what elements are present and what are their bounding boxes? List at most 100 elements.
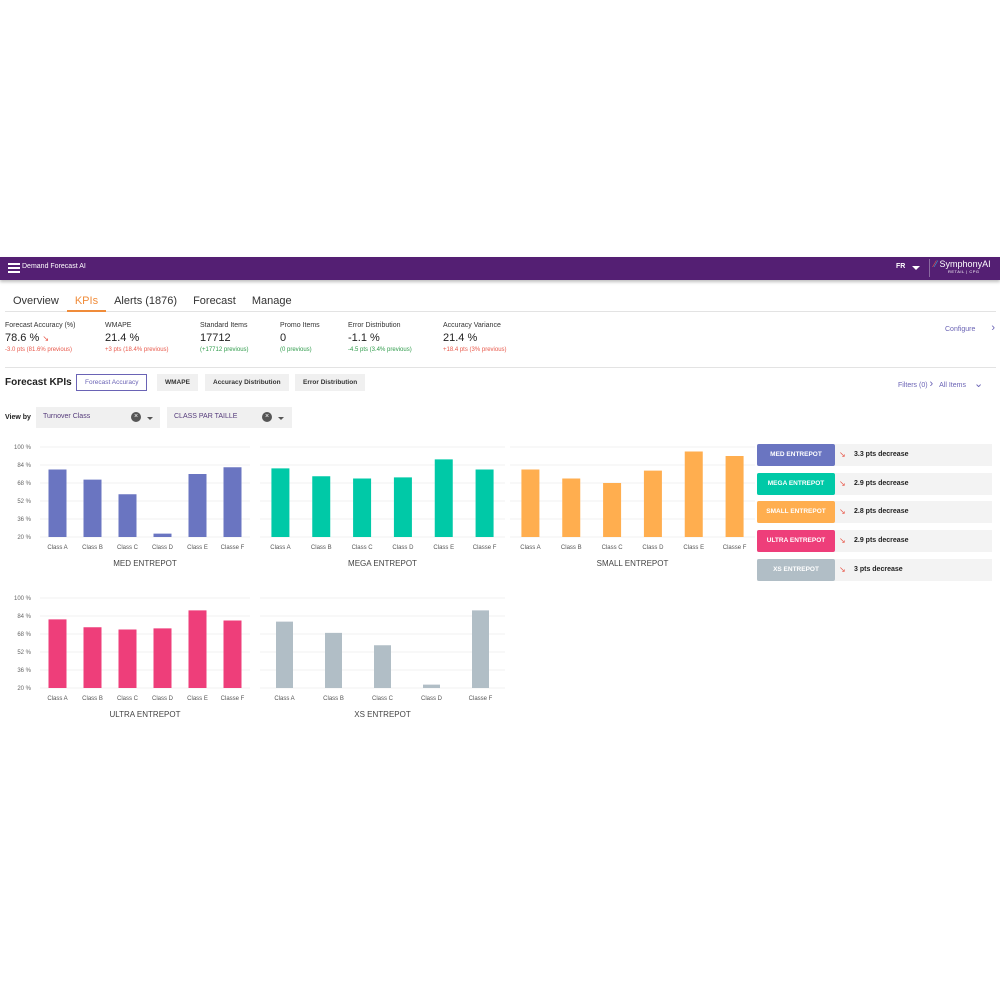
- bar[interactable]: [276, 621, 293, 688]
- kpi-card: WMAPE 21.4 % +3 pts (18.4% previous): [105, 322, 169, 353]
- bar-chart: Class A Class B Class C Class D Classe F XS E…: [260, 597, 505, 719]
- bar[interactable]: [83, 627, 102, 688]
- x-tick-label: Class A: [520, 545, 540, 551]
- x-tick-label: Class A: [47, 696, 67, 702]
- bar[interactable]: [684, 451, 703, 538]
- turnover-class-select[interactable]: Turnover Class ×: [36, 407, 160, 428]
- bar[interactable]: [325, 632, 342, 688]
- error-distribution-button[interactable]: Error Distribution: [295, 374, 366, 391]
- x-tick-label: Class C: [602, 545, 624, 551]
- bar[interactable]: [48, 619, 67, 688]
- chart-title: MED ENTREPOT: [113, 559, 177, 568]
- dropdown-arrow-icon[interactable]: [147, 417, 153, 420]
- tab-manage[interactable]: Manage: [251, 295, 292, 307]
- bar[interactable]: [472, 610, 489, 688]
- x-tick-label: Class D: [152, 545, 174, 551]
- app-title: Demand Forecast AI: [22, 263, 86, 270]
- kpi-label: Promo Items: [280, 322, 320, 329]
- clear-icon[interactable]: ×: [262, 412, 272, 422]
- y-tick-label: 68 %: [17, 632, 31, 638]
- bar[interactable]: [188, 610, 207, 688]
- bar[interactable]: [434, 459, 453, 537]
- tab-overview[interactable]: Overview: [13, 295, 59, 307]
- bar[interactable]: [271, 468, 290, 537]
- x-tick-label: Class D: [421, 696, 443, 702]
- bar[interactable]: [312, 476, 331, 537]
- y-tick-label: 52 %: [17, 650, 31, 656]
- legend-item[interactable]: SMALL ENTREPOT ↘ 2.8 pts decrease: [757, 501, 992, 523]
- chevron-right-icon[interactable]: ›: [929, 378, 934, 390]
- bar[interactable]: [725, 456, 744, 537]
- kpi-delta: +18.4 pts (3% previous): [443, 347, 507, 353]
- legend-item[interactable]: MEGA ENTREPOT ↘ 2.9 pts decrease: [757, 473, 992, 495]
- forecast-accuracy-button[interactable]: Forecast Accuracy: [76, 374, 148, 391]
- bar[interactable]: [223, 467, 242, 537]
- legend-item[interactable]: ULTRA ENTREPOT ↘ 2.9 pts decrease: [757, 530, 992, 552]
- bar[interactable]: [521, 469, 540, 538]
- symphonyai-logo: ⁄⁄ SymphonyAI RETAIL | CPG: [934, 259, 991, 274]
- legend-badge: XS ENTREPOT: [757, 559, 835, 581]
- trend-down-icon: ↘: [839, 536, 846, 545]
- bar-chart: 20 % 36 % 52 % 68 % 84 % 100 % Class A Class B C…: [14, 445, 250, 568]
- bar[interactable]: [374, 645, 391, 688]
- bar[interactable]: [188, 474, 207, 537]
- configure-label: Configure: [945, 326, 976, 333]
- wmape-button[interactable]: WMAPE: [157, 374, 198, 391]
- class-par-taille-select[interactable]: CLASS PAR TAILLE ×: [167, 407, 292, 428]
- tab-kpis[interactable]: KPIs: [66, 292, 107, 312]
- bar[interactable]: [603, 483, 622, 537]
- filters-bar: Filters (0) › All Items ⌄: [898, 377, 983, 390]
- bar[interactable]: [353, 478, 372, 538]
- kpi-value: 21.4 %: [443, 332, 478, 344]
- tab-alerts[interactable]: Alerts (1876): [114, 295, 178, 307]
- legend-badge: SMALL ENTREPOT: [757, 501, 835, 523]
- kpi-delta: (+17712 previous): [200, 347, 249, 353]
- kpi-card: Forecast Accuracy (%) 78.6 % ↘ -3.0 pts …: [5, 322, 75, 353]
- filters-button[interactable]: Filters (0): [898, 382, 928, 389]
- bar[interactable]: [562, 478, 581, 538]
- chart-title: MEGA ENTREPOT: [348, 559, 417, 568]
- bar[interactable]: [223, 620, 242, 689]
- x-tick-label: Class A: [47, 545, 67, 551]
- kpi-label: Standard Items: [200, 322, 248, 329]
- accuracy-distribution-button[interactable]: Accuracy Distribution: [205, 374, 289, 391]
- menu-icon[interactable]: [8, 263, 20, 273]
- kpi-value: 17712: [200, 332, 231, 344]
- bar[interactable]: [475, 469, 494, 538]
- bar[interactable]: [423, 684, 440, 688]
- divider: [929, 259, 930, 277]
- kpi-delta: (0 previous): [280, 347, 312, 353]
- x-tick-label: Class D: [392, 545, 414, 551]
- y-tick-label: 100 %: [14, 596, 32, 602]
- select-value: Turnover Class: [43, 413, 91, 420]
- tab-forecast[interactable]: Forecast: [193, 295, 236, 307]
- legend-text: 2.9 pts decrease: [854, 480, 909, 487]
- chevron-down-icon[interactable]: [912, 266, 920, 270]
- dropdown-arrow-icon[interactable]: [278, 417, 284, 420]
- kpi-card: Error Distribution -1.1 % -4.5 pts (3.4%…: [348, 322, 412, 353]
- legend-item[interactable]: MED ENTREPOT ↘ 3.3 pts decrease: [757, 444, 992, 466]
- legend-item[interactable]: XS ENTREPOT ↘ 3 pts decrease: [757, 559, 992, 581]
- all-items-dropdown[interactable]: All Items: [939, 382, 966, 389]
- x-tick-label: Class C: [117, 545, 139, 551]
- configure-link[interactable]: Configure ›: [945, 322, 995, 334]
- bar[interactable]: [118, 494, 137, 537]
- clear-icon[interactable]: ×: [131, 412, 141, 422]
- chevron-down-icon[interactable]: ⌄: [973, 378, 984, 390]
- bar[interactable]: [118, 629, 137, 689]
- bar[interactable]: [643, 470, 662, 537]
- x-tick-label: Class C: [117, 696, 139, 702]
- chevron-right-icon: ›: [991, 322, 995, 334]
- bar[interactable]: [153, 628, 172, 688]
- bar[interactable]: [48, 469, 67, 538]
- bar[interactable]: [153, 533, 172, 537]
- bar[interactable]: [83, 479, 102, 537]
- bar[interactable]: [393, 477, 412, 537]
- chart-title: SMALL ENTREPOT: [597, 559, 669, 568]
- x-tick-label: Class D: [642, 545, 664, 551]
- legend-text: 2.8 pts decrease: [854, 508, 909, 515]
- legend-badge: ULTRA ENTREPOT: [757, 530, 835, 552]
- x-tick-label: Class B: [311, 545, 332, 551]
- language-selector[interactable]: FR: [896, 263, 906, 270]
- x-tick-label: Class E: [187, 696, 208, 702]
